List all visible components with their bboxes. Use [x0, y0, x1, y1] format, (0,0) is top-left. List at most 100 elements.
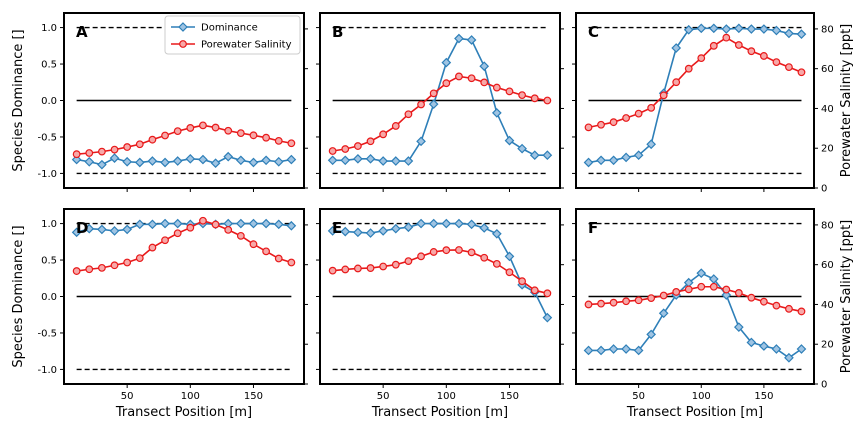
- salinity-point: [609, 298, 618, 307]
- dominance-point: [542, 312, 553, 323]
- dominance-point: [771, 344, 782, 354]
- salinity-point: [543, 289, 552, 298]
- dominance-point: [428, 99, 439, 109]
- salinity-point: [262, 247, 271, 256]
- y-right-tick-label: 60: [821, 260, 834, 271]
- x-tick-label: 50: [377, 391, 390, 402]
- salinity-point: [647, 294, 656, 302]
- y-right-tick-label: 80: [821, 220, 834, 231]
- dominance-point: [658, 308, 669, 319]
- dominance-point: [633, 345, 644, 356]
- x-tick-label: 50: [121, 391, 134, 402]
- salinity-line: [588, 36, 802, 129]
- legend-salinity-marker: [179, 40, 187, 48]
- x-axis-label: Transect Position [m]: [371, 405, 508, 420]
- panel-label: F: [588, 219, 598, 237]
- salinity-point: [417, 252, 425, 261]
- salinity-point: [647, 103, 656, 112]
- dominance-point: [390, 156, 401, 166]
- y-left-tick-label: 0.5: [41, 256, 57, 267]
- dominance-point: [261, 218, 271, 229]
- salinity-point: [249, 131, 258, 140]
- dominance-point: [390, 223, 401, 234]
- dominance-line: [76, 155, 292, 166]
- y-right-tick-label: 20: [821, 340, 834, 351]
- salinity-point: [505, 87, 514, 96]
- dominance-point: [733, 322, 744, 332]
- legend-salinity-label: Porewater Salinity: [201, 40, 292, 51]
- salinity-point: [366, 137, 375, 146]
- legend: Dominance Porewater Salinity: [164, 15, 301, 55]
- salinity-point: [684, 285, 693, 294]
- salinity-point: [186, 223, 195, 232]
- dominance-point: [378, 156, 389, 166]
- dominance-point: [273, 219, 284, 230]
- panel-a: A -1.0 -0.5 0.0 0.5 1.0 Species Dominance [] Do…: [11, 12, 308, 192]
- salinity-point: [404, 110, 413, 119]
- salinity-point: [747, 293, 756, 302]
- salinity-point: [455, 246, 463, 254]
- salinity-point: [404, 257, 413, 266]
- panel-e: E 50 100 150 Transect Position [m]: [316, 208, 564, 420]
- salinity-point: [785, 63, 793, 71]
- dominance-point: [122, 224, 133, 235]
- dominance-point: [248, 218, 259, 229]
- dominance-point: [340, 155, 351, 166]
- y-right-tick-label: 80: [821, 24, 834, 35]
- dominance-point: [97, 159, 107, 170]
- salinity-point: [429, 248, 438, 256]
- y-left-tick-label: 0.5: [41, 60, 57, 71]
- dominance-point: [621, 152, 631, 163]
- dominance-point: [84, 223, 95, 234]
- salinity-point: [110, 261, 119, 270]
- salinity-point: [391, 260, 400, 269]
- salinity-point: [480, 253, 489, 262]
- dominance-point: [97, 224, 107, 235]
- salinity-point: [734, 289, 743, 297]
- salinity-point: [366, 264, 375, 272]
- salinity-point: [709, 41, 718, 50]
- dominance-line: [332, 222, 549, 319]
- salinity-point: [797, 307, 806, 316]
- salinity-point: [530, 94, 539, 103]
- dominance-point: [759, 341, 769, 351]
- salinity-point: [797, 68, 806, 77]
- dominance-point: [71, 154, 82, 165]
- dominance-point: [378, 226, 389, 236]
- salinity-point: [759, 52, 768, 60]
- dominance-point: [646, 139, 657, 150]
- salinity-point: [597, 120, 605, 129]
- dominance-point: [784, 28, 794, 39]
- salinity-point: [199, 216, 207, 225]
- dominance-point: [223, 151, 234, 162]
- panel-label: D: [76, 219, 88, 237]
- dominance-point: [771, 25, 782, 36]
- dominance-point: [365, 153, 376, 164]
- panel-label: B: [332, 23, 343, 41]
- legend-box: [164, 15, 301, 55]
- salinity-point: [492, 259, 501, 268]
- salinity-point: [186, 124, 195, 132]
- salinity-point: [110, 145, 119, 154]
- salinity-point: [148, 135, 157, 144]
- dominance-point: [721, 290, 732, 300]
- dominance-point: [517, 143, 527, 154]
- salinity-point: [634, 296, 643, 305]
- dominance-point: [646, 329, 657, 340]
- dominance-point: [596, 155, 606, 166]
- salinity-point: [85, 265, 94, 274]
- dominance-point: [759, 24, 769, 34]
- salinity-point: [211, 123, 220, 132]
- dominance-point: [109, 153, 120, 163]
- dominance-point: [454, 33, 464, 44]
- dominance-point: [441, 57, 452, 68]
- y-left-tick-label: 0.0: [41, 292, 57, 303]
- panel-label: C: [588, 23, 599, 41]
- y-left-axis-label: Species Dominance []: [11, 29, 26, 171]
- salinity-point: [429, 89, 438, 98]
- salinity-point: [622, 297, 631, 306]
- salinity-point: [584, 123, 593, 132]
- dominance-point: [733, 23, 744, 34]
- salinity-point: [173, 127, 182, 136]
- salinity-point: [161, 236, 169, 245]
